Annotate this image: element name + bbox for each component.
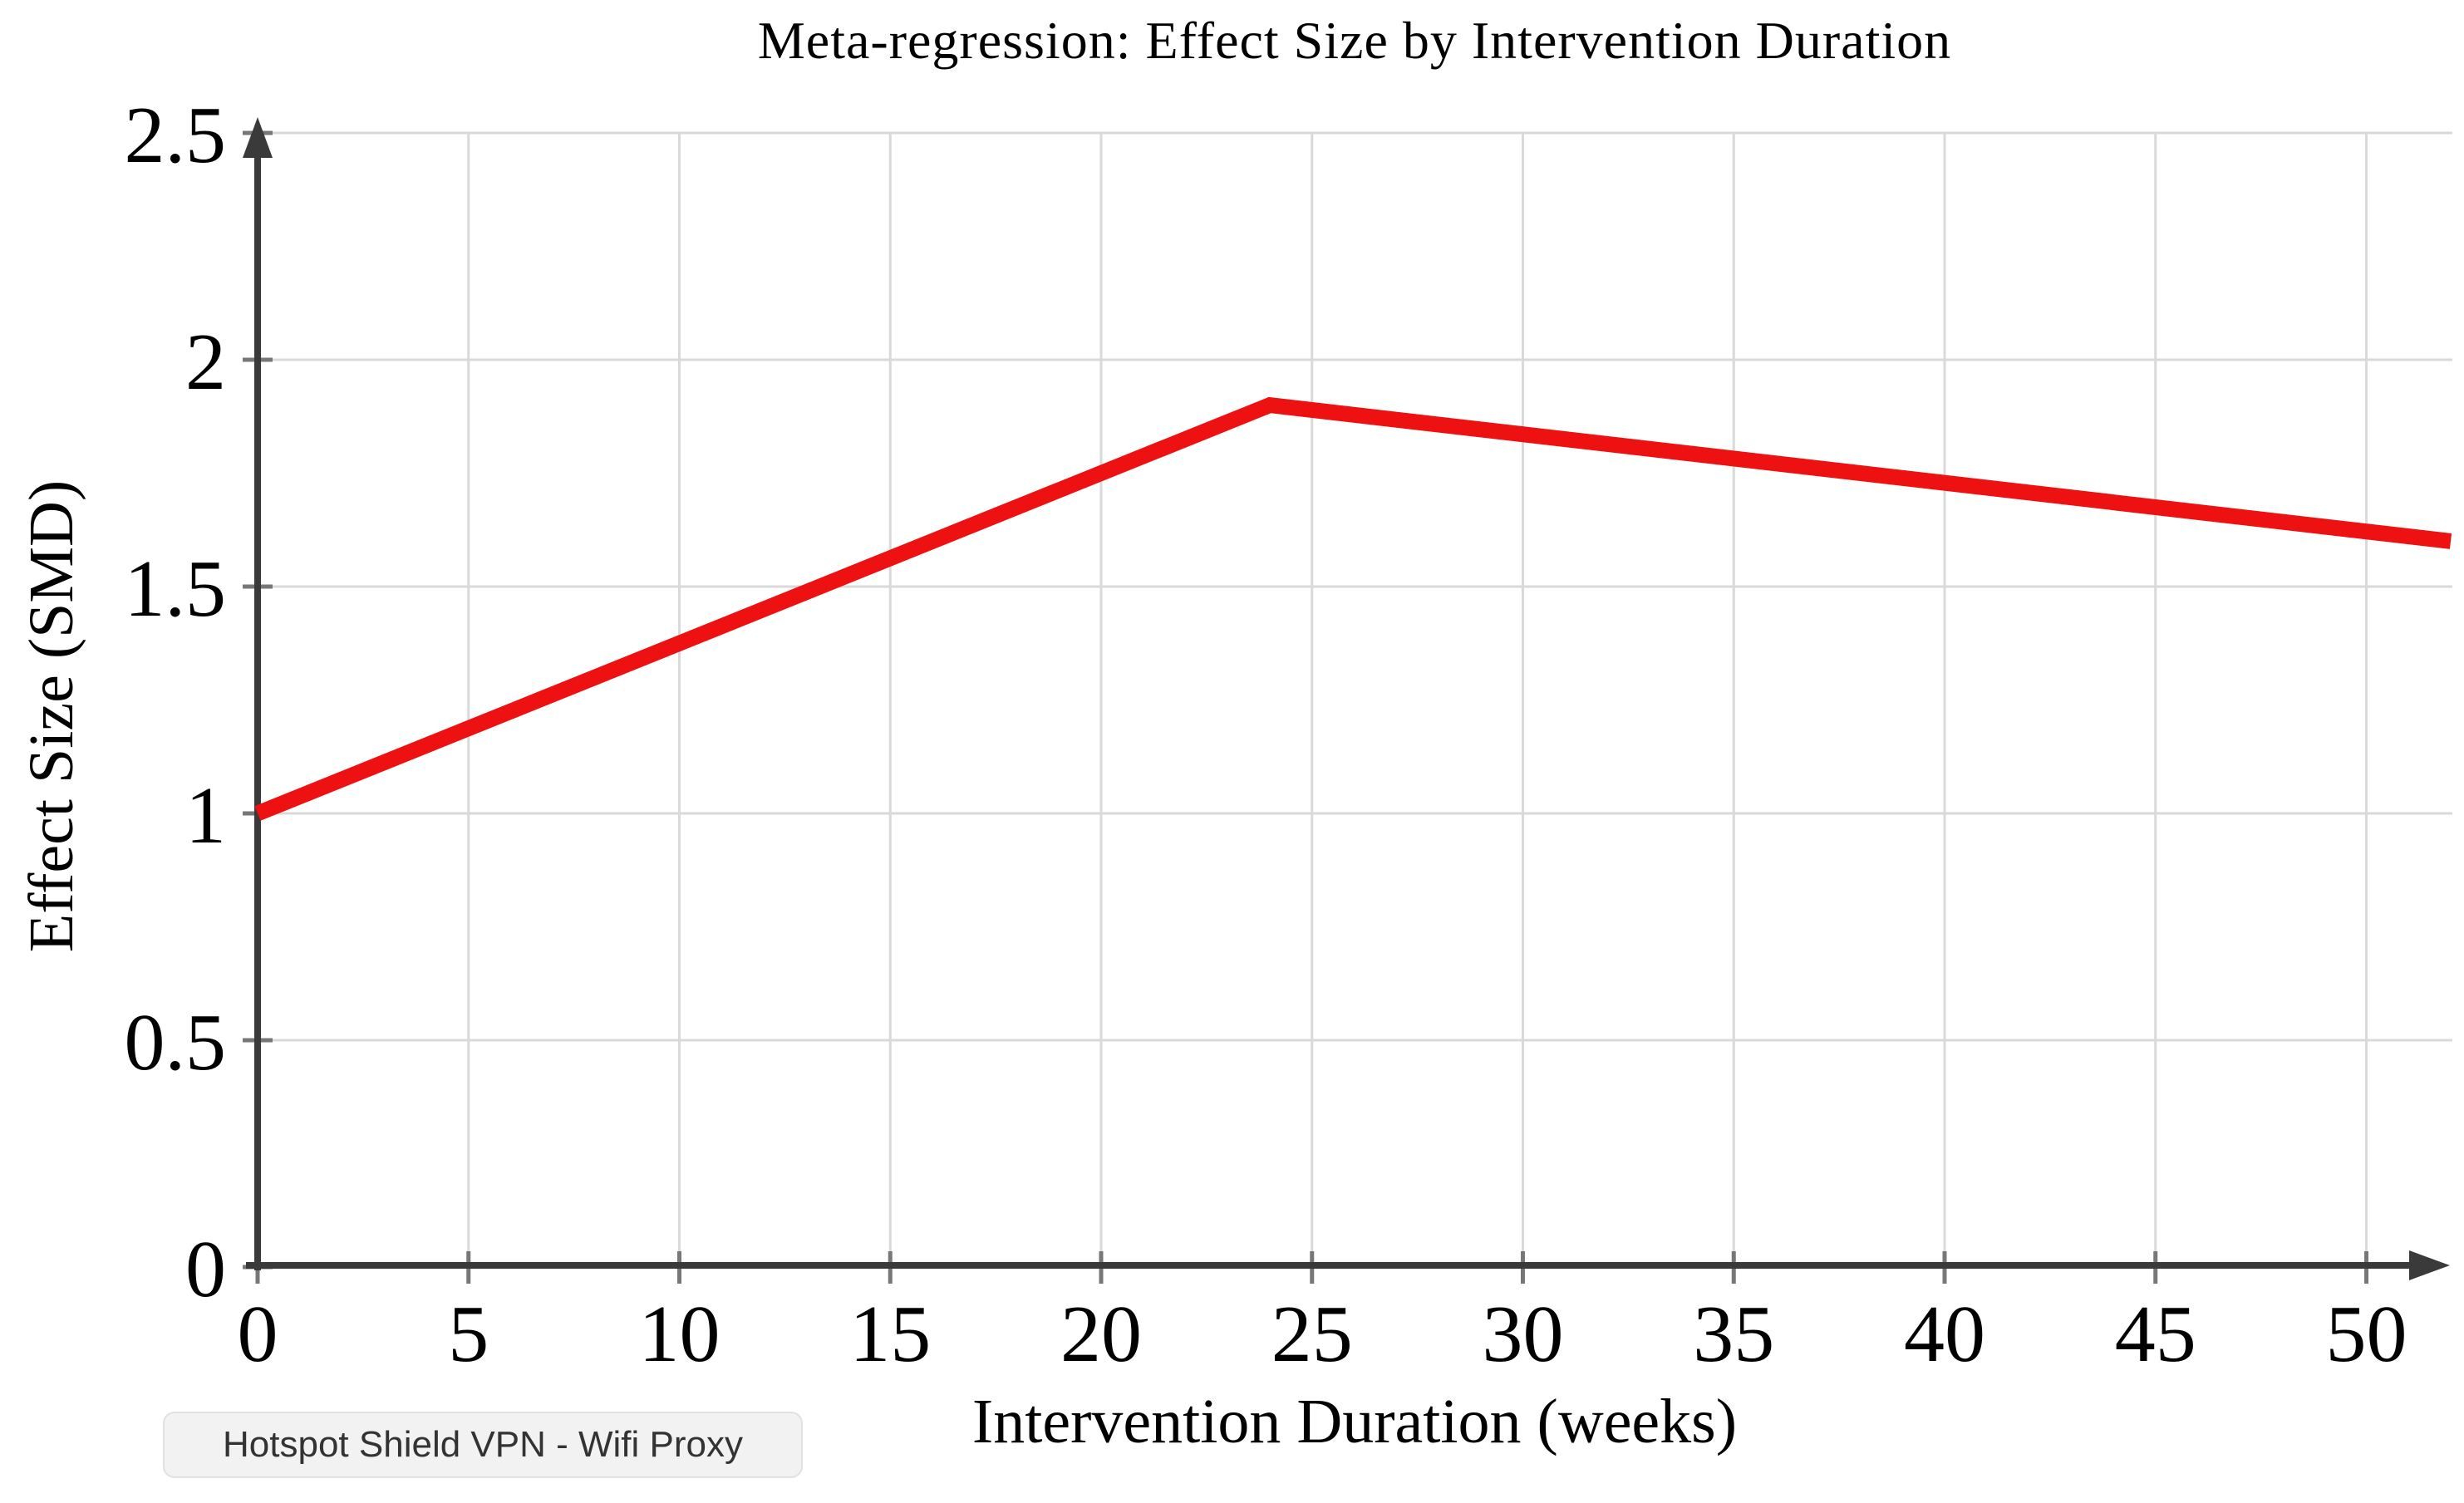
y-axis-arrowhead [243, 117, 273, 158]
y-tick-label: 2 [185, 317, 226, 407]
tooltip-badge: Hotspot Shield VPN - Wifi Proxy [163, 1412, 803, 1478]
y-tick-label: 1.5 [125, 544, 227, 634]
chart-title: Meta-regression: Effect Size by Interven… [757, 11, 1952, 70]
y-tick-label: 0 [185, 1225, 226, 1314]
x-tick-label: 50 [2326, 1289, 2407, 1379]
y-tick-label: 2.5 [125, 91, 227, 180]
y-tick-label: 0.5 [125, 998, 227, 1088]
x-tick-label: 40 [1904, 1289, 1985, 1379]
x-axis-arrowhead [2409, 1250, 2450, 1280]
x-tick-label: 15 [849, 1289, 931, 1379]
y-axis-label: Effect Size (SMD) [17, 479, 86, 953]
x-tick-label: 5 [448, 1289, 489, 1379]
x-tick-label: 25 [1271, 1289, 1353, 1379]
x-tick-label: 35 [1693, 1289, 1774, 1379]
x-tick-label: 10 [639, 1289, 721, 1379]
regression-line [254, 396, 2452, 821]
y-tick-label: 1 [185, 771, 226, 861]
x-tick-label: 45 [2115, 1289, 2196, 1379]
x-tick-label: 0 [238, 1289, 278, 1379]
x-axis-label: Intervention Duration (weeks) [971, 1387, 1738, 1456]
x-tick-label: 30 [1483, 1289, 1564, 1379]
x-tick-label: 20 [1060, 1289, 1142, 1379]
